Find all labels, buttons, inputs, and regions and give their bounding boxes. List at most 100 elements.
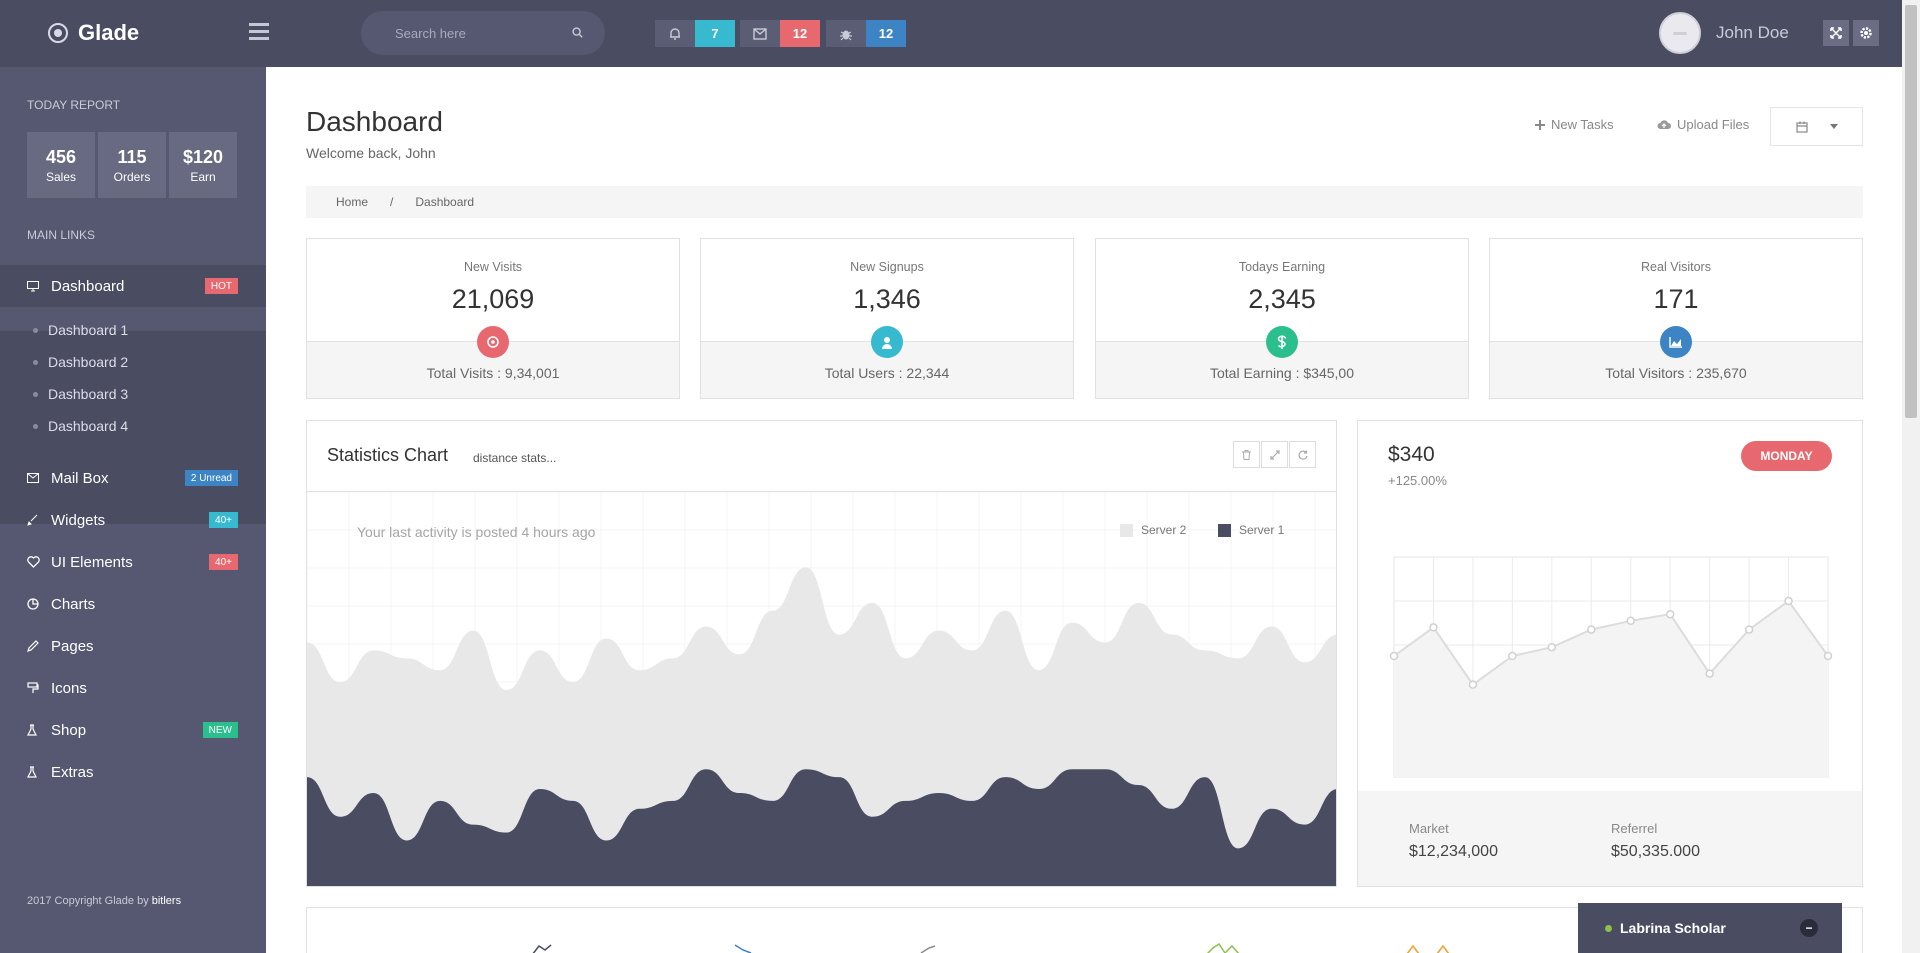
card-footer: Total Earning : $345,00: [1210, 365, 1354, 381]
stat-value: 115: [117, 146, 147, 167]
today-report-stats: 456 Sales 115 Orders $120 Earn: [27, 132, 237, 198]
sidebar-item-label: Extras: [51, 763, 94, 781]
sidebar-item-charts[interactable]: Charts: [0, 583, 266, 625]
flask-icon: [27, 766, 41, 778]
submenu-item-dashboard-4[interactable]: Dashboard 4: [33, 418, 128, 434]
copyright-author-link[interactable]: bitlers: [151, 895, 182, 907]
chat-widget[interactable]: Labrina Scholar −: [1578, 903, 1842, 953]
refresh-panel-button[interactable]: [1289, 441, 1316, 468]
sidebar-item-mailbox[interactable]: Mail Box 2 Unread: [0, 457, 266, 499]
bugs-count: 12: [866, 20, 906, 47]
statistics-panel: Statistics Chart distance stats... Your …: [306, 420, 1337, 887]
online-status-dot: [1605, 924, 1612, 932]
bell-icon: [655, 20, 695, 47]
breadcrumb-current: Dashboard: [415, 195, 475, 209]
sidebar-item-icons[interactable]: Icons: [0, 667, 266, 709]
stat-earn: $120 Earn: [169, 132, 237, 198]
card-footer: Total Visitors : 235,670: [1605, 365, 1747, 381]
revenue-panel: $340 +125.00% MONDAY Market $12,234,000 …: [1357, 420, 1863, 887]
sidebar-item-extras[interactable]: Extras: [0, 751, 266, 793]
last-activity-text: Your last activity is posted 4 hours ago: [357, 524, 596, 540]
settings-button[interactable]: [1853, 20, 1879, 46]
notification-messages[interactable]: 12: [740, 20, 820, 47]
user-menu[interactable]: John Doe: [1659, 12, 1789, 54]
card-value: 2,345: [1248, 284, 1316, 314]
sidebar-item-pages[interactable]: Pages: [0, 625, 266, 667]
upload-files-label: Upload Files: [1677, 117, 1750, 132]
legend-server-1: Server 1: [1218, 523, 1284, 537]
search-icon[interactable]: [571, 24, 585, 42]
dollar-icon: [1266, 326, 1298, 358]
notification-alerts[interactable]: 7: [655, 20, 735, 47]
sidebar-item-label: Shop: [51, 721, 87, 739]
stat-card-new-signups: New Signups 1,346 Total Users : 22,344: [700, 238, 1074, 399]
revenue-change: +125.00%: [1388, 473, 1447, 488]
card-title: Todays Earning: [1238, 260, 1326, 274]
logo-icon: [48, 23, 68, 43]
card-footer: Total Visits : 9,34,001: [426, 365, 560, 381]
data-point: [1389, 651, 1399, 661]
data-point: [1547, 642, 1557, 652]
submenu-item-dashboard-3[interactable]: Dashboard 3: [33, 386, 128, 402]
breadcrumb-home[interactable]: Home: [336, 195, 369, 209]
delete-panel-button[interactable]: [1233, 441, 1260, 468]
sidebar-item-dashboard[interactable]: Dashboard HOT: [0, 265, 266, 307]
calendar-icon: [1795, 121, 1808, 133]
messages-count: 12: [780, 20, 820, 47]
notification-bugs[interactable]: 12: [826, 20, 906, 47]
date-picker-button[interactable]: [1770, 107, 1863, 146]
alerts-count: 7: [695, 20, 735, 47]
series-line: [1393, 599, 1829, 687]
menu-toggle-icon[interactable]: [249, 23, 269, 41]
today-report-heading: TODAY REPORT: [27, 98, 121, 112]
stat-label: Earn: [190, 169, 216, 184]
data-point: [1587, 625, 1596, 634]
day-badge[interactable]: MONDAY: [1741, 441, 1832, 471]
new-tasks-button[interactable]: New Tasks: [1535, 117, 1614, 132]
card-value: 171: [1653, 284, 1699, 314]
search-input[interactable]: [395, 25, 571, 41]
submenu-item-dashboard-2[interactable]: Dashboard 2: [33, 354, 128, 370]
market-value: $12,234,000: [1409, 843, 1498, 860]
revenue-line-chart: [1389, 556, 1833, 778]
data-point: [1744, 625, 1754, 634]
legend-swatch: [1218, 523, 1231, 537]
submenu-item-dashboard-1[interactable]: Dashboard 1: [33, 322, 128, 338]
page-title: Dashboard: [306, 106, 443, 137]
card-value: 21,069: [451, 284, 535, 314]
sidebar-item-label: UI Elements: [51, 553, 133, 571]
minimize-icon[interactable]: −: [1800, 919, 1818, 937]
statistics-area-chart: [307, 492, 1336, 886]
count-badge: 40+: [209, 554, 238, 570]
sidebar-item-ui-elements[interactable]: UI Elements 40+: [0, 541, 266, 583]
hot-badge: HOT: [204, 278, 238, 294]
expand-panel-button[interactable]: [1261, 441, 1288, 468]
bug-icon: [826, 20, 866, 47]
sidebar-item-label: Icons: [51, 679, 87, 697]
avatar: [1659, 12, 1701, 54]
fullscreen-button[interactable]: [1823, 20, 1849, 46]
panel-title: Statistics Chart: [327, 445, 449, 465]
envelope-icon: [27, 473, 41, 483]
revenue-footer: Market $12,234,000 Referrel $50,335.000: [1358, 791, 1862, 886]
legend-label: Server 1: [1239, 523, 1285, 537]
card-value: 1,346: [853, 284, 921, 314]
upload-files-button[interactable]: Upload Files: [1657, 117, 1749, 132]
card-title: Real Visitors: [1641, 260, 1711, 274]
sidebar-item-widgets[interactable]: Widgets 40+: [0, 499, 266, 541]
sidebar-item-label: Charts: [51, 595, 96, 613]
heart-icon: [27, 556, 41, 568]
page-scrollbar[interactable]: [1902, 0, 1920, 953]
scrollbar-thumb[interactable]: [1905, 5, 1917, 418]
expand-icon: [1830, 27, 1842, 39]
bottom-sparklines: [532, 942, 1450, 953]
new-tasks-label: New Tasks: [1551, 117, 1614, 132]
stat-value: $120: [182, 146, 224, 167]
sidebar-item-shop[interactable]: Shop NEW: [0, 709, 266, 751]
search-box: [361, 11, 605, 55]
logo[interactable]: Glade: [48, 20, 139, 46]
paint-roller-icon: [27, 682, 41, 694]
chat-contact-name: Labrina Scholar: [1620, 920, 1726, 936]
refresh-icon: [1298, 450, 1308, 460]
count-badge: 40+: [209, 512, 238, 528]
